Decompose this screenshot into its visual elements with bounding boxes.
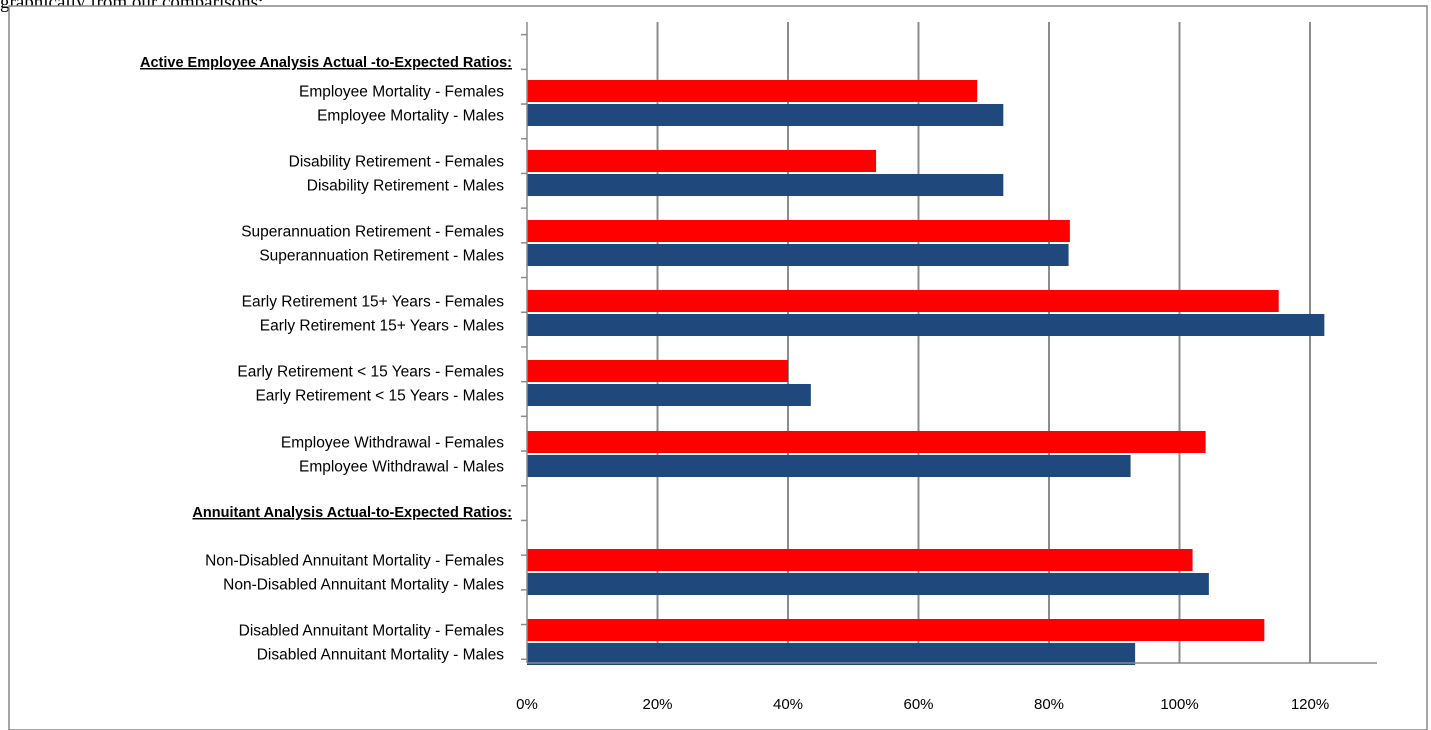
category-label: Disabled Annuitant Mortality - Males [257,647,505,664]
category-label: Non-Disabled Annuitant Mortality - Males [223,577,504,594]
x-tick-label: 0% [516,696,538,713]
category-label: Disabled Annuitant Mortality - Females [239,623,505,640]
category-label: Employee Mortality - Males [317,108,504,125]
bar-males [527,314,1325,336]
category-label: Employee Withdrawal - Females [281,435,504,452]
bar-males [527,384,811,406]
x-tick-label: 120% [1291,696,1329,713]
x-tick-label: 20% [642,696,672,713]
category-label: Disability Retirement - Females [289,154,505,171]
category-label: Early Retirement 15+ Years - Males [260,318,504,335]
bar-males [527,174,1004,196]
category-label: Superannuation Retirement - Females [241,224,504,241]
x-tick-label: 100% [1160,696,1198,713]
category-label: Non-Disabled Annuitant Mortality - Femal… [205,553,504,570]
category-label: Early Retirement < 15 Years - Females [237,364,504,381]
x-tick-label: 80% [1034,696,1064,713]
bar-females [527,290,1279,312]
category-label: Early Retirement 15+ Years - Females [242,294,505,311]
bar-females [527,80,978,102]
x-tick-labels: 0% 20% 40% 60% 80% 100% 120% [516,696,1329,713]
bar-males [527,573,1209,595]
bar-females [527,431,1206,453]
axes [521,22,1377,664]
category-label: Early Retirement < 15 Years - Males [255,388,504,405]
category-label: Disability Retirement - Males [307,178,504,195]
bar-females [527,150,877,172]
x-tick-label: 60% [903,696,933,713]
category-label: Superannuation Retirement - Males [259,248,504,265]
category-label: Employee Withdrawal - Males [299,459,504,476]
bar-males [527,455,1131,477]
bar-males [527,244,1069,266]
category-labels: Active Employee Analysis Actual -to-Expe… [140,55,512,664]
bar-females [527,220,1070,242]
bar-females [527,619,1265,641]
bar-males [527,104,1004,126]
bars [527,80,1325,665]
bar-females [527,360,788,382]
bar-females [527,549,1193,571]
x-tick-label: 40% [773,696,803,713]
section-heading: Annuitant Analysis Actual-to-Expected Ra… [192,505,512,521]
section-heading: Active Employee Analysis Actual -to-Expe… [140,55,512,71]
category-label: Employee Mortality - Females [299,84,504,101]
bar-males [527,643,1136,665]
